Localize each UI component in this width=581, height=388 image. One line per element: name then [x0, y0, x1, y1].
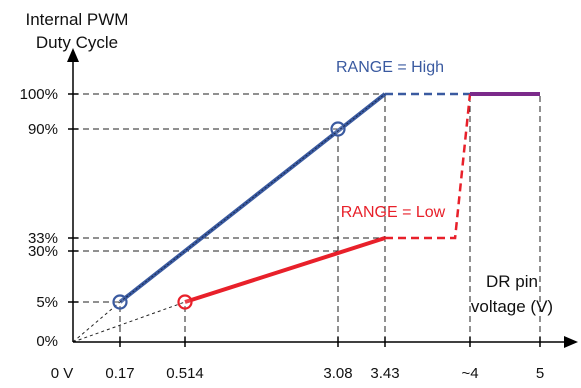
tick-labels: 0 V 0.17 0.514 3.08 3.43 ~4 5 0% 5% 30%33% 90% 100% — [20, 86, 545, 382]
reference-lines — [72, 93, 541, 343]
series-0-marker-1 — [330, 121, 346, 137]
series-group — [112, 92, 540, 310]
x-tick-label-3.43: 3.43 — [370, 365, 399, 382]
series-1-marker-0 — [177, 294, 193, 310]
x-tick-label-3.08: 3.08 — [323, 365, 352, 382]
x-axis-label-line-0: DR pin — [486, 272, 538, 291]
x-tick-label-0.17: 0.17 — [105, 365, 134, 382]
x-tick-label-0 V: 0 V — [51, 365, 74, 382]
series-label-low: RANGE = Low — [341, 204, 446, 221]
y-tick-label-30%: 30% — [28, 243, 58, 260]
axes — [67, 48, 578, 348]
y-axis-arrow — [67, 48, 79, 62]
x-tick-label-0.514: 0.514 — [166, 365, 204, 382]
origin-ray-0 — [72, 301, 121, 343]
y-tick-label-0%: 0% — [36, 333, 58, 350]
y-tick-label-100%: 100% — [20, 86, 58, 103]
y-tick-label-33%: 33% — [28, 230, 58, 247]
series-1 — [177, 93, 472, 310]
y-tick-label-5%: 5% — [36, 294, 58, 311]
x-tick-label-5: 5 — [536, 365, 544, 382]
y-tick-label-90%: 90% — [28, 121, 58, 138]
series-1-segment-1 — [385, 93, 472, 240]
x-tick-label-~4: ~4 — [461, 365, 478, 382]
y-axis-label-line-1: Duty Cycle — [36, 33, 118, 52]
x-axis-label-line-1: voltage (V) — [471, 297, 553, 316]
x-axis-arrow — [564, 336, 578, 348]
chart-labels: Internal PWM Duty Cycle DR pin voltage (V) R… — [26, 10, 554, 316]
origin-ray-1 — [72, 301, 186, 343]
series-label-high: RANGE = High — [336, 59, 444, 76]
series-0 — [112, 92, 470, 310]
y-axis-label-line-0: Internal PWM — [26, 10, 129, 29]
series-0-centerline — [119, 93, 386, 303]
series-1-segment-0 — [184, 236, 386, 304]
